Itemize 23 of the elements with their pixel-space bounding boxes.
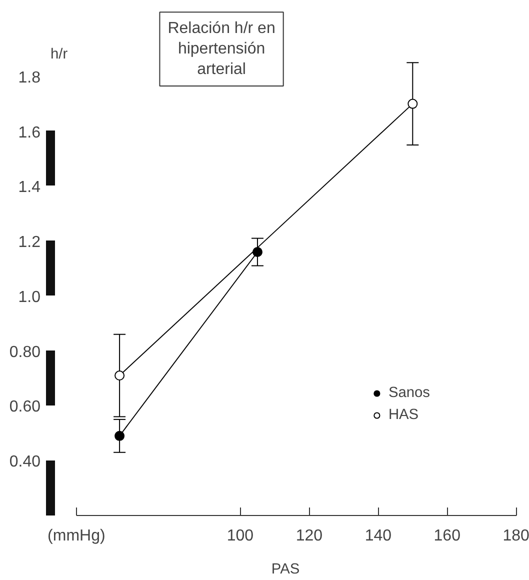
x-axis-title: PAS [271, 562, 300, 578]
y-tick-label: 0.60 [9, 398, 41, 416]
point [252, 247, 262, 258]
y-tick-label: 1.4 [18, 179, 41, 196]
x-tick-label: 100 [226, 528, 254, 544]
y-tick-label: 1.0 [18, 288, 41, 306]
x-tick-label: (mmHg) [48, 528, 106, 544]
y-axis-title: h/r [50, 46, 68, 63]
legend-label: HAS [388, 407, 419, 423]
point [114, 430, 125, 441]
x-tick-label: 120 [296, 528, 323, 544]
x-tick-label: 180 [502, 528, 529, 544]
x-tick-label: 140 [364, 528, 392, 544]
y-tick-label: 1.6 [18, 124, 41, 142]
y-tick-label: 0.80 [9, 344, 41, 361]
y-tick-label: 1.2 [18, 234, 41, 252]
y-tick-label: 1.8 [18, 69, 41, 86]
point [114, 370, 125, 381]
point [408, 98, 418, 109]
y-tick-label: 0.40 [9, 454, 41, 471]
legend-label: Sanos [388, 385, 430, 401]
chart-title: Relación h/r en hipertensión arterial [168, 20, 276, 78]
x-tick-label: 160 [434, 528, 461, 544]
